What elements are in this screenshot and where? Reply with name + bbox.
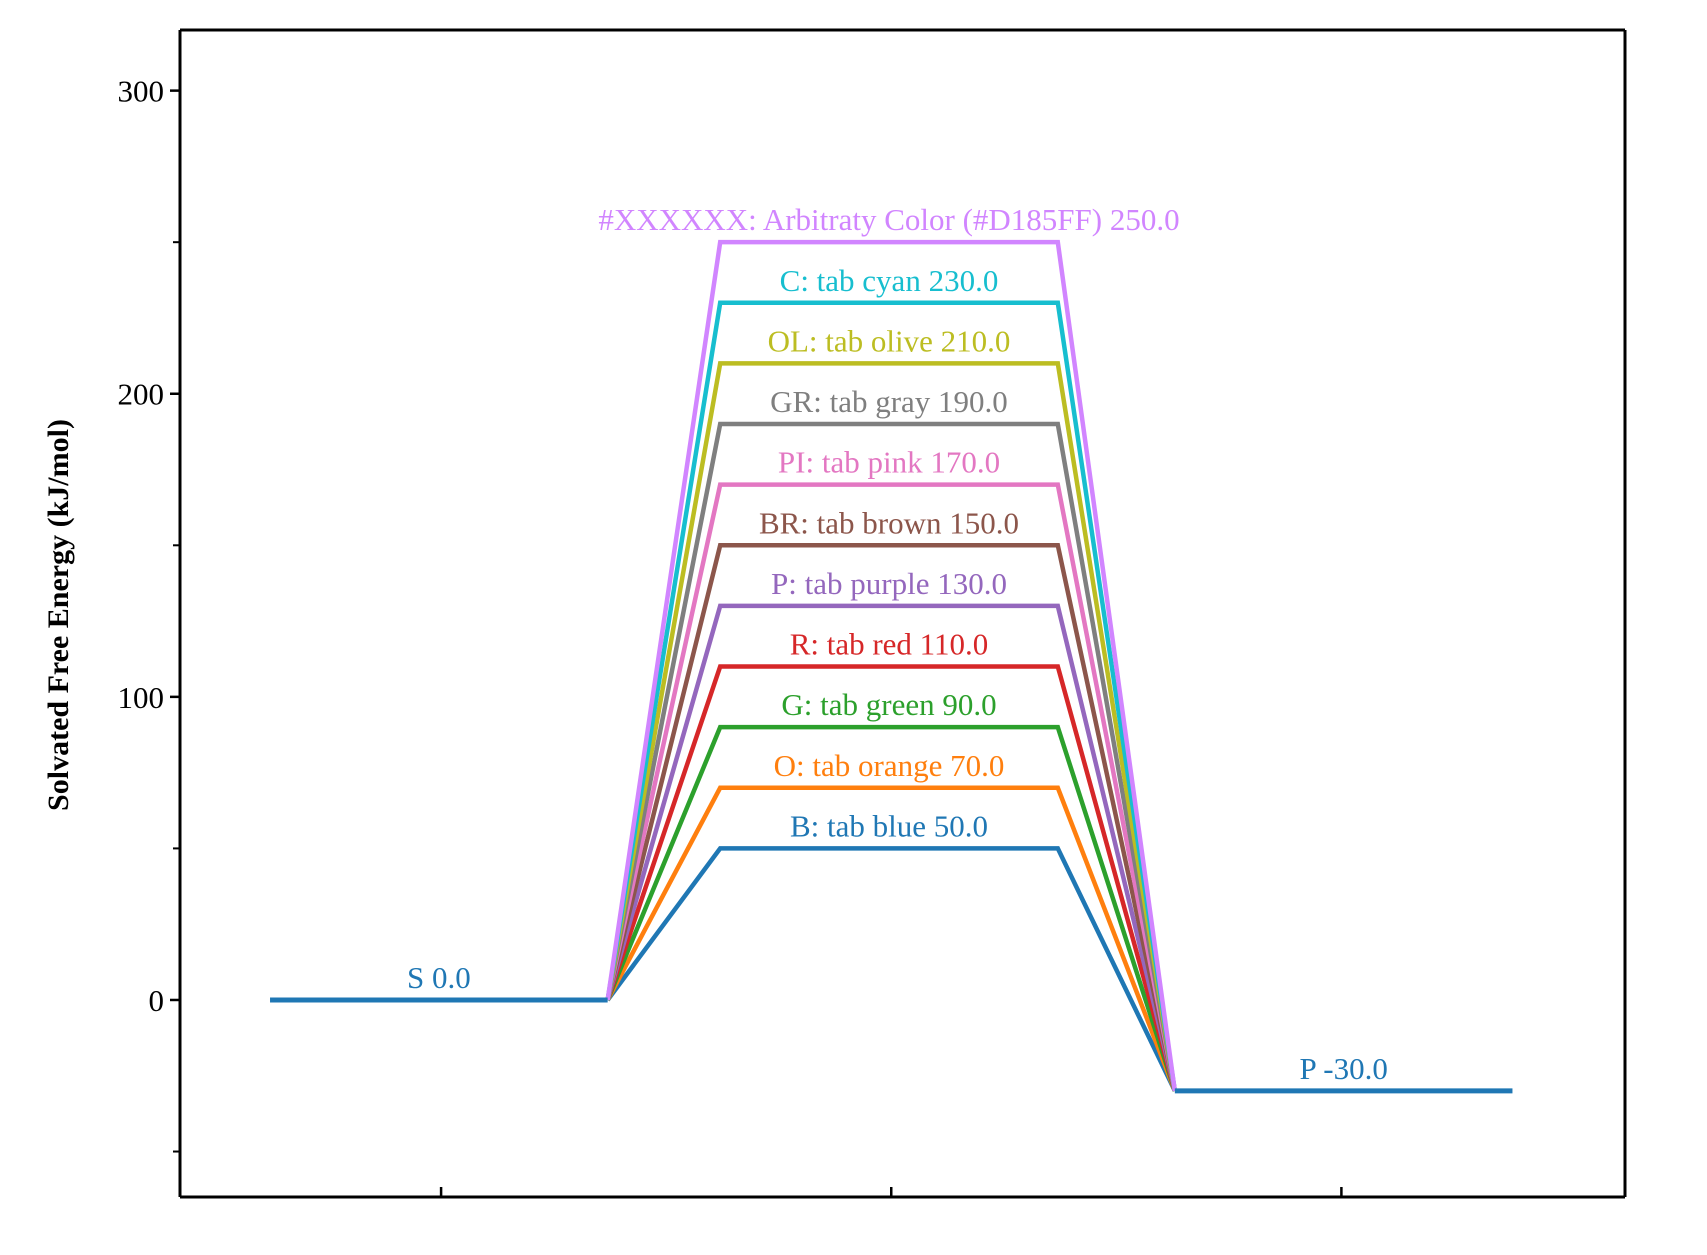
series-label: OL: tab olive 210.0 <box>768 323 1011 358</box>
series-label: GR: tab gray 190.0 <box>770 384 1008 419</box>
series-label: #XXXXXX: Arbitraty Color (#D185FF) 250.0 <box>598 202 1179 237</box>
y-axis-title: Solvated Free Energy (kJ/mol) <box>42 419 75 811</box>
series-line <box>605 664 1178 1092</box>
y-tick-label: 200 <box>118 377 165 412</box>
series-label: G: tab green 90.0 <box>781 687 996 722</box>
series-line <box>605 603 1178 1092</box>
series-label: P: tab purple 130.0 <box>771 566 1007 601</box>
series-label: B: tab blue 50.0 <box>790 808 988 843</box>
series-line <box>605 785 1177 1092</box>
y-tick-label: 0 <box>149 983 165 1018</box>
series-line <box>605 361 1178 1092</box>
series-label: PI: tab pink 170.0 <box>778 445 1000 480</box>
series-label: BR: tab brown 150.0 <box>759 505 1019 540</box>
series-line <box>605 239 1178 1092</box>
y-tick-label: 300 <box>118 74 165 109</box>
state-label: P -30.0 <box>1299 1051 1387 1086</box>
series-line <box>605 846 1177 1092</box>
series-label: O: tab orange 70.0 <box>774 748 1005 783</box>
series-group <box>605 239 1178 1092</box>
level-labels: B: tab blue 50.0 O: tab orange 70.0 G: tab… <box>407 202 1388 1086</box>
series-line <box>605 543 1178 1092</box>
series-label: R: tab red 110.0 <box>790 627 989 662</box>
series-line <box>605 300 1178 1092</box>
state-levels <box>270 997 1513 1094</box>
series-line <box>605 421 1178 1092</box>
axes: 0 100 200 300 <box>118 28 1627 1199</box>
series-label: C: tab cyan 230.0 <box>780 263 999 298</box>
series-line <box>605 724 1177 1092</box>
series-line <box>605 482 1178 1092</box>
state-label: S 0.0 <box>407 960 471 995</box>
y-tick-label: 100 <box>118 680 165 715</box>
